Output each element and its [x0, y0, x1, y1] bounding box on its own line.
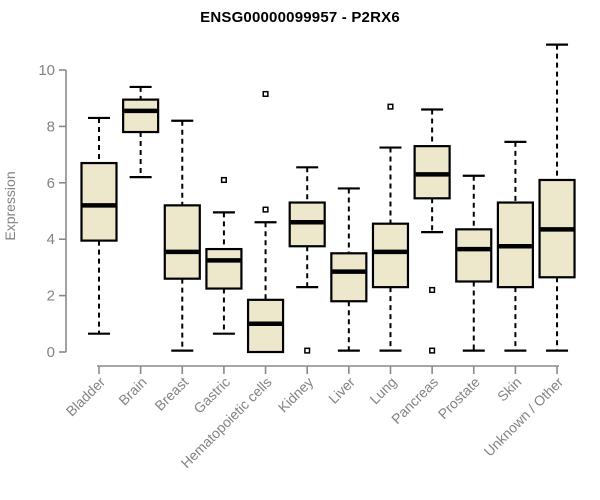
iqr-box [122, 98, 160, 134]
iqr-box [205, 247, 243, 290]
x-category-label-skin: Skin [494, 374, 525, 405]
x-category-label-liver: Liver [325, 374, 358, 407]
y-tick-label: 0 [47, 344, 55, 361]
y-tick-label: 6 [47, 175, 55, 192]
y-tick-label: 2 [47, 288, 55, 305]
iqr-box [371, 222, 410, 289]
outlier-point [304, 347, 311, 354]
outlier-point [262, 206, 269, 213]
outlier-point [262, 90, 269, 98]
iqr-box [163, 204, 201, 280]
boxplot-gastric [205, 176, 243, 335]
y-tick-label: 10 [38, 62, 55, 79]
boxplot-unknown-other [538, 43, 576, 352]
outlier-point [387, 103, 394, 110]
boxplot-skin [496, 140, 534, 352]
x-category-label-prostate: Prostate [435, 374, 483, 422]
iqr-box [80, 161, 118, 242]
x-category-label-bladder: Bladder [63, 374, 109, 420]
y-tick-label: 8 [47, 118, 55, 135]
outlier-point [429, 286, 436, 294]
boxplot-breast [163, 119, 201, 352]
boxplot-prostate [455, 174, 493, 352]
iqr-box [455, 228, 493, 283]
boxplot-liver [330, 187, 368, 352]
chart-title: ENSG00000099957 - P2RX6 [200, 9, 400, 26]
outlier-point [429, 347, 436, 354]
y-tick-label: 4 [47, 231, 55, 248]
outlier-point [220, 176, 227, 184]
boxplot-bladder [80, 116, 118, 335]
x-category-label-unknown-other: Unknown / Other [481, 374, 567, 460]
boxplot-pancreas [413, 108, 451, 354]
x-category-label-breast: Breast [151, 374, 191, 414]
x-category-label-lung: Lung [366, 374, 399, 407]
boxplot-lung [371, 103, 410, 352]
iqr-box [330, 252, 368, 303]
x-category-label-brain: Brain [115, 374, 149, 408]
boxplot-brain [122, 85, 160, 179]
x-category-label-kidney: Kidney [275, 374, 317, 416]
boxplot-hematopoietic-cells [246, 90, 285, 354]
boxplot-kidney [288, 166, 326, 354]
